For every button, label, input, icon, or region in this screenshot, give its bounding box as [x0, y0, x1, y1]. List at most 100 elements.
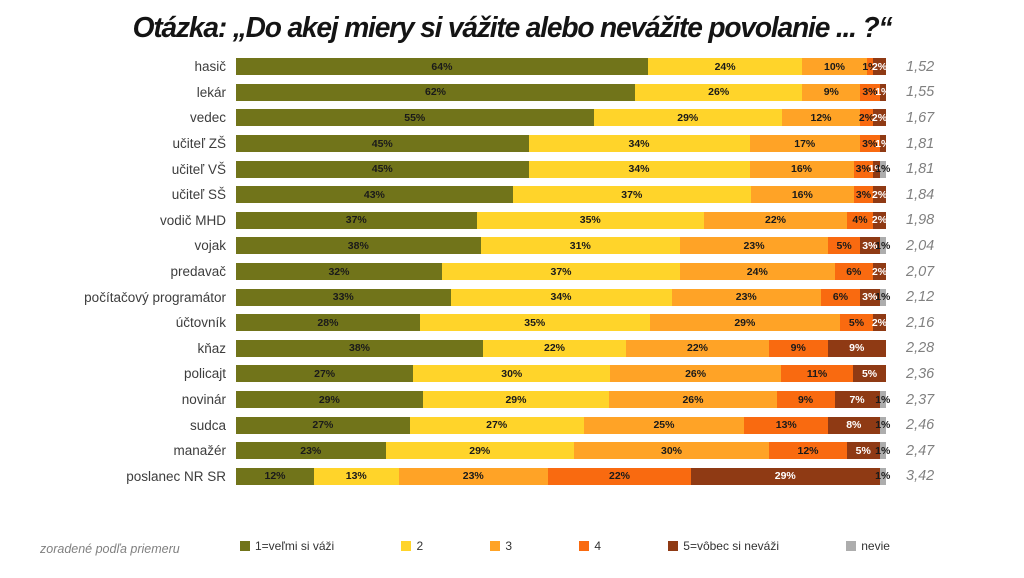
bar-segment-s1: 12%	[236, 467, 314, 485]
bar-segment-s5: 5%	[853, 365, 886, 383]
row-average: 1,52	[906, 58, 935, 75]
bar-segment-s3: 12%	[782, 109, 860, 127]
bar-segment-s3: 30%	[574, 442, 769, 460]
stacked-bar-chart: hasič 64% 24% 10% 1% 2% 1,52 lekár 62% 26% 9% 3% 1% 1…	[0, 54, 1024, 489]
legend-item-nevie: nevie	[846, 539, 890, 553]
bar-segment-s4: 4%	[847, 211, 873, 229]
row-average: 1,55	[906, 84, 935, 101]
bar-segment-s2: 29%	[593, 109, 782, 127]
bar-segment-s1: 45%	[236, 135, 529, 153]
bar-segment-s2: 35%	[476, 211, 704, 229]
bar-segment-s3: 23%	[680, 237, 829, 255]
bar-segment-s1: 45%	[236, 160, 529, 178]
bar-segment-s4: 22%	[548, 467, 691, 485]
bar-segment-s3: 24%	[680, 263, 835, 281]
bar-segment-s3: 16%	[749, 160, 854, 178]
chart-row: učiteľ VŠ 45% 34% 16% 3% 1% 1% 1,81	[0, 156, 1024, 182]
bar-segment-s2: 27%	[409, 416, 584, 434]
bar-segment-s2: 13%	[314, 467, 399, 485]
bar-segment-s2: 26%	[635, 83, 803, 101]
bar-segment-s3: 22%	[704, 211, 847, 229]
row-label: účtovník	[175, 315, 226, 331]
row-label: učiteľ ZŠ	[172, 136, 226, 152]
bar-segment-s2: 29%	[385, 442, 574, 460]
bar-segment-s3: 9%	[802, 83, 861, 101]
bar-segment-s3: 10%	[802, 58, 867, 76]
stacked-bar: 62% 26% 9% 3% 1%	[236, 83, 890, 101]
legend-swatch-icon	[401, 541, 412, 551]
bar-segment-s4: 3%	[860, 135, 880, 153]
stacked-bar: 27% 30% 26% 11% 5%	[236, 365, 886, 383]
bar-segment-s1: 64%	[236, 58, 648, 76]
legend-label: 2	[416, 539, 424, 553]
chart-row: vedec 55% 29% 12% 2% 2% 1,67	[0, 105, 1024, 131]
row-average: 2,04	[906, 237, 935, 254]
row-label: vodič MHD	[159, 212, 226, 228]
chart-row: sudca 27% 27% 25% 13% 8% 1% 2,46	[0, 412, 1024, 438]
bar-segment-s3: 16%	[750, 186, 854, 204]
bar-segment-s1: 43%	[236, 186, 513, 204]
legend-swatch-icon	[668, 541, 679, 551]
bar-segment-s1: 27%	[236, 365, 414, 383]
row-average: 1,67	[906, 109, 935, 126]
bar-segment-s3: 17%	[749, 135, 860, 153]
row-average: 2,07	[906, 263, 935, 280]
bar-segment-s5: 2%	[872, 314, 887, 332]
stacked-bar: 38% 22% 22% 9% 9%	[236, 339, 886, 357]
bar-segment-s5: 3%	[860, 288, 880, 306]
chart-row: lekár 62% 26% 9% 3% 1% 1,55	[0, 80, 1024, 106]
row-label: počítačový programátor	[84, 289, 226, 305]
bar-segment-s2: 34%	[528, 135, 750, 153]
bar-segment-s1: 55%	[236, 109, 594, 127]
bar-segment-s3: 29%	[649, 314, 841, 332]
bar-segment-s5: 9%	[827, 339, 886, 357]
row-average: 2,46	[906, 417, 935, 434]
chart-row: kňaz 38% 22% 22% 9% 9% 2,28	[0, 336, 1024, 362]
bar-segment-s4: 11%	[780, 365, 854, 383]
bar-segment-s4: 2%	[859, 109, 874, 127]
chart-row: počítačový programátor 33% 34% 23% 6% 3% 1% 2,1…	[0, 284, 1024, 310]
chart-row: manažér 23% 29% 30% 12% 5% 1% 2,47	[0, 438, 1024, 464]
bar-segment-s4: 12%	[769, 442, 847, 460]
bar-segment-s4: 6%	[834, 263, 874, 281]
row-label: vedec	[189, 110, 226, 126]
chart-row: vodič MHD 37% 35% 22% 4% 2% 1,98	[0, 208, 1024, 234]
bar-segment-s1: 23%	[236, 442, 386, 460]
chart-row: predavač 32% 37% 24% 6% 2% 2,07	[0, 259, 1024, 285]
row-average: 1,81	[906, 161, 935, 178]
bar-segment-s3: 23%	[398, 467, 548, 485]
stacked-bar: 43% 37% 16% 3% 2%	[236, 186, 887, 204]
legend-item-s2: 2	[401, 539, 423, 553]
chart-row: učiteľ ZŠ 45% 34% 17% 3% 1% 1,81	[0, 131, 1024, 157]
row-label: vojak	[194, 238, 226, 254]
legend-item-s3: 3	[490, 539, 512, 553]
bar-segment-s1: 37%	[236, 211, 477, 229]
row-label: manažér	[173, 443, 226, 459]
bar-segment-s5: 2%	[872, 211, 887, 229]
bar-segment-s5: 3%	[860, 237, 880, 255]
stacked-bar: 29% 29% 26% 9% 7% 1%	[236, 391, 890, 409]
row-average: 2,12	[906, 289, 935, 306]
chart-legend: 1=veľmi si váži 2 3 4 5=vôbec si neváži nevie	[240, 539, 890, 553]
row-average: 1,81	[906, 135, 935, 152]
bar-segment-s5: 2%	[872, 109, 887, 127]
chart-footer: zoradené podľa priemeru 1=veľmi si váži 2…	[0, 539, 1024, 563]
bar-segment-s3: 22%	[626, 339, 769, 357]
chart-row: účtovník 28% 35% 29% 5% 2% 2,16	[0, 310, 1024, 336]
bar-segment-s5: 2%	[872, 186, 887, 204]
bar-segment-s5: 7%	[834, 391, 880, 409]
row-average: 2,37	[906, 391, 935, 408]
row-label: hasič	[194, 59, 226, 75]
bar-segment-s4: 5%	[828, 237, 861, 255]
bar-segment-s4: 3%	[853, 160, 873, 178]
row-average: 3,42	[906, 468, 935, 485]
row-label: sudca	[189, 417, 226, 433]
legend-swatch-icon	[490, 541, 501, 551]
legend-label: nevie	[861, 539, 890, 553]
row-average: 1,98	[906, 212, 935, 229]
bar-segment-s3: 26%	[609, 391, 777, 409]
bar-segment-s3: 26%	[610, 365, 781, 383]
row-average: 2,16	[906, 314, 935, 331]
bar-segment-s2: 37%	[441, 263, 681, 281]
bar-segment-s4: 6%	[821, 288, 860, 306]
